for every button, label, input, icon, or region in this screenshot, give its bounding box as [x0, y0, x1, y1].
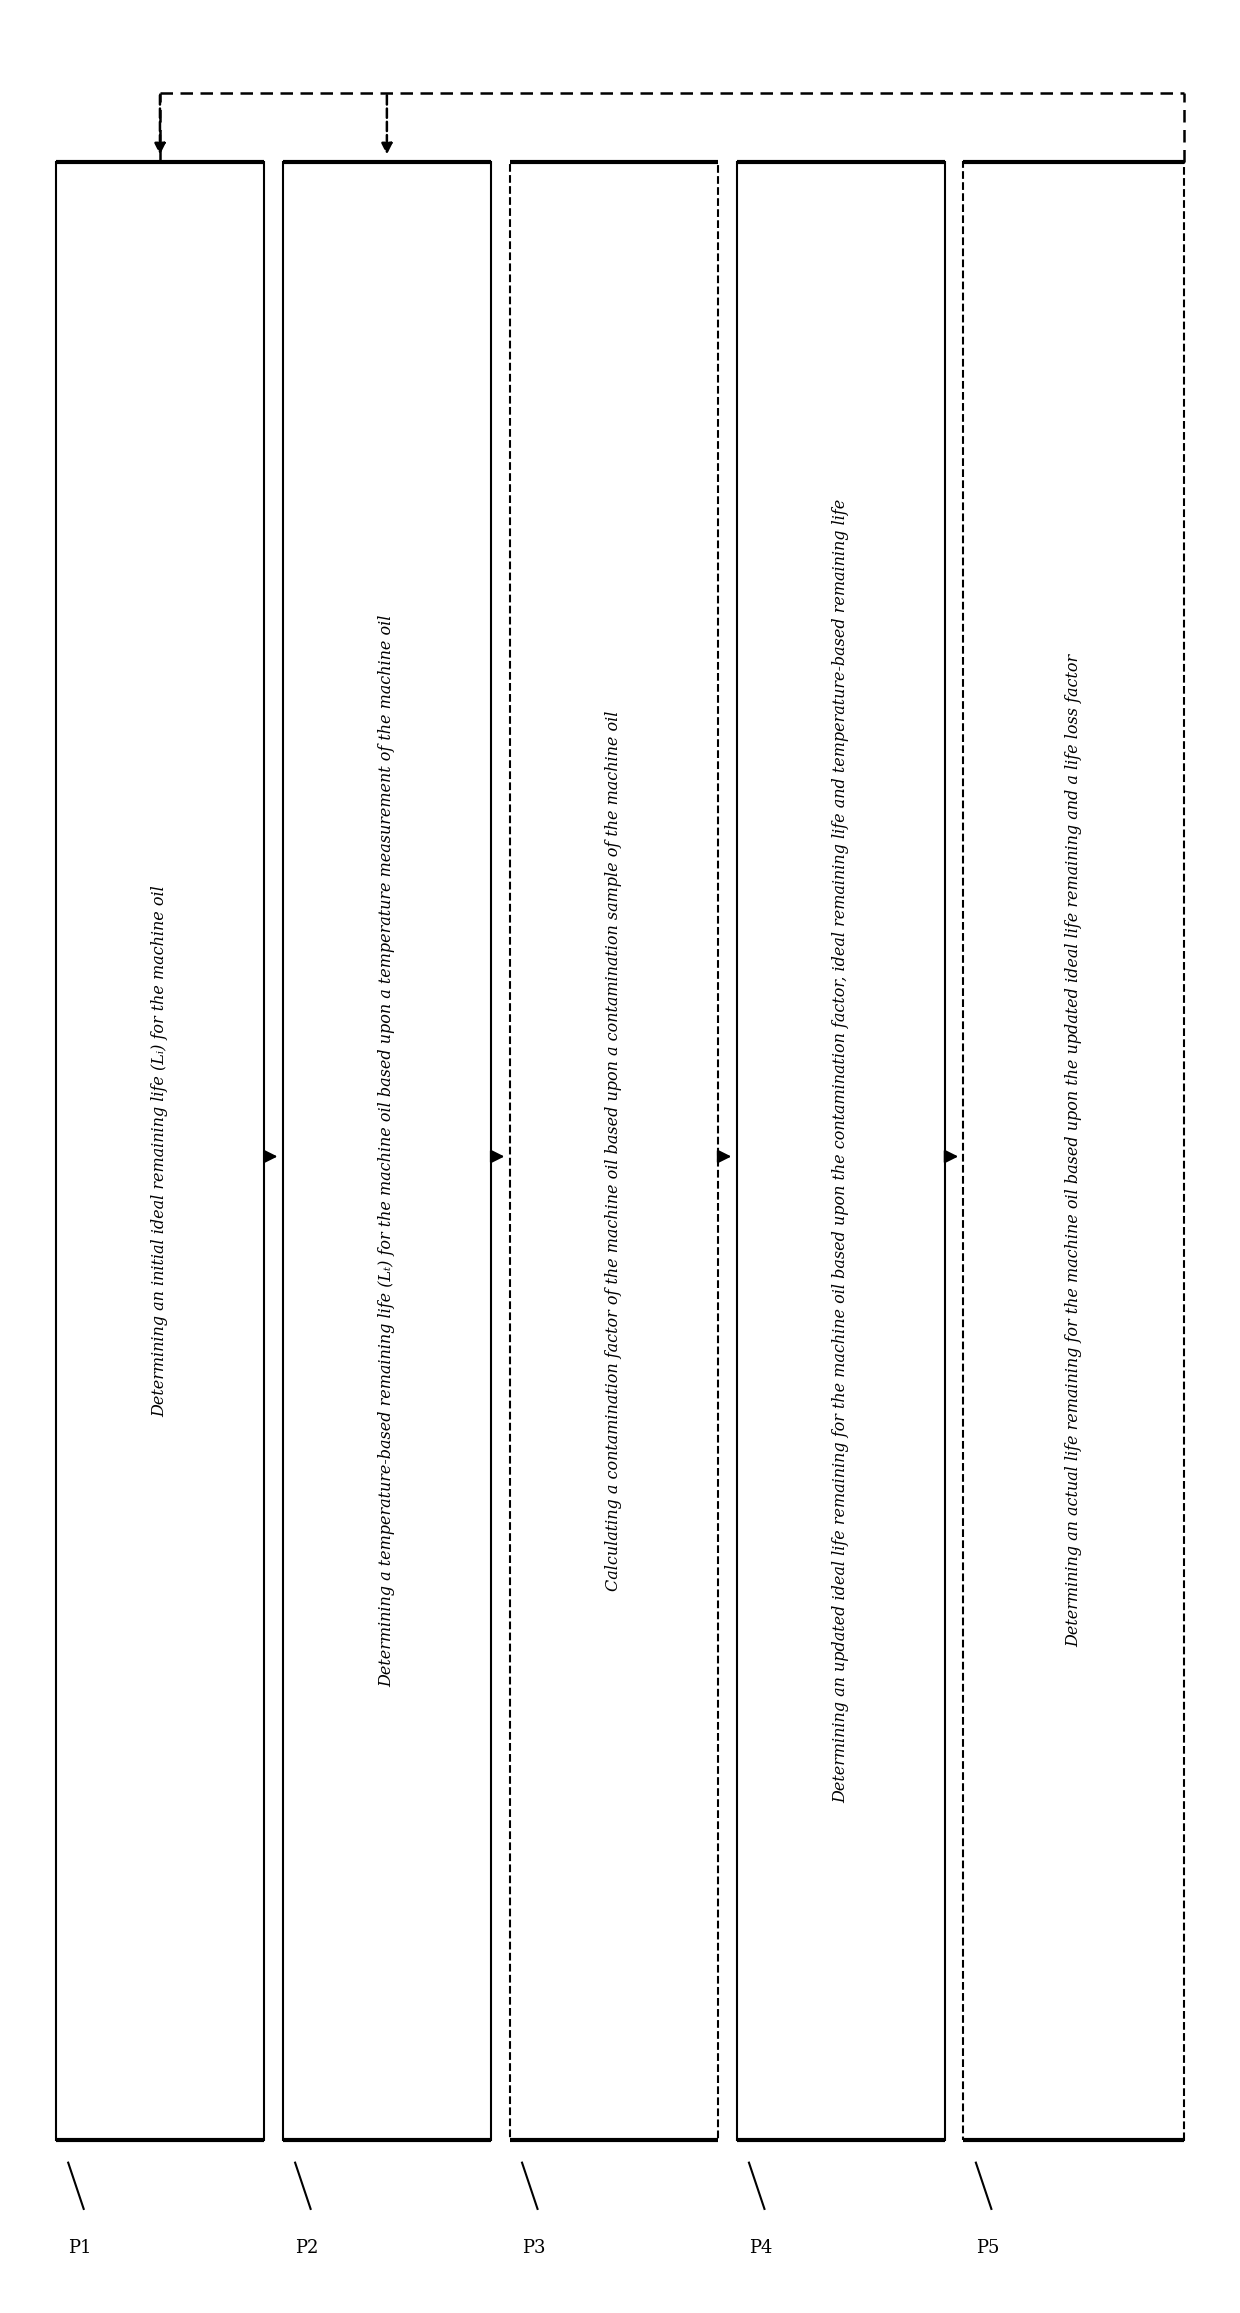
Text: Determining an updated ideal life remaining for the machine oil based upon the c: Determining an updated ideal life remain…: [832, 500, 849, 1802]
Text: P4: P4: [749, 2239, 773, 2257]
Text: Calculating a contamination factor of the machine oil based upon a contamination: Calculating a contamination factor of th…: [605, 710, 622, 1591]
Text: P2: P2: [295, 2239, 319, 2257]
Bar: [56, 162, 264, 2140]
Text: Determining an actual life remaining for the machine oil based upon the updated : Determining an actual life remaining for…: [1065, 655, 1083, 1647]
Bar: [737, 162, 945, 2140]
Text: P3: P3: [522, 2239, 546, 2257]
Text: P1: P1: [68, 2239, 92, 2257]
Text: Determining a temperature-based remaining life (Lₜ) for the machine oil based up: Determining a temperature-based remainin…: [378, 615, 396, 1686]
Bar: [283, 162, 491, 2140]
Bar: [963, 162, 1184, 2140]
Text: Determining an initial ideal remaining life (Lᵢ) for the machine oil: Determining an initial ideal remaining l…: [151, 886, 169, 1416]
Text: P5: P5: [976, 2239, 999, 2257]
Bar: [510, 162, 718, 2140]
